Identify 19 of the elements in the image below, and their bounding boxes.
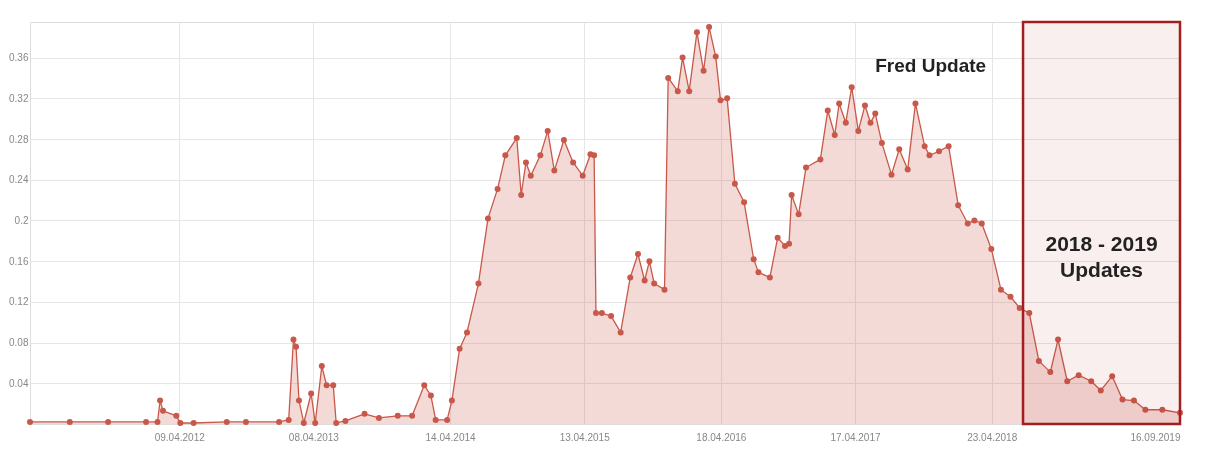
y-tick-label: 0.36 bbox=[9, 52, 29, 64]
y-tick-label: 0.04 bbox=[9, 377, 29, 389]
band-label: 2018 - 2019 Updates bbox=[1045, 232, 1158, 282]
annotation: Fred Update bbox=[875, 55, 987, 77]
x-tick-label: 17.04.2017 bbox=[830, 431, 881, 443]
x-tick-label: 09.04.2012 bbox=[154, 431, 206, 443]
x-tick-label: 13.04.2015 bbox=[559, 431, 611, 443]
x-tick-label: 18.04.2016 bbox=[696, 431, 747, 443]
x-tick-label: 16.09.2019 bbox=[1130, 431, 1181, 443]
y-tick-label: 0.24 bbox=[9, 174, 29, 186]
y-tick-label: 0.32 bbox=[9, 92, 29, 104]
y-tick-label: 0.08 bbox=[9, 337, 29, 349]
x-tick-label: 14.04.2014 bbox=[425, 431, 477, 443]
y-tick-label: 0.16 bbox=[9, 255, 29, 267]
x-tick-label: 08.04.2013 bbox=[288, 431, 340, 443]
y-tick-label: 0.2 bbox=[14, 214, 29, 226]
y-tick-label: 0.28 bbox=[9, 133, 29, 145]
y-tick-label: 0.12 bbox=[9, 296, 29, 308]
x-tick-label: 23.04.2018 bbox=[967, 431, 1018, 443]
